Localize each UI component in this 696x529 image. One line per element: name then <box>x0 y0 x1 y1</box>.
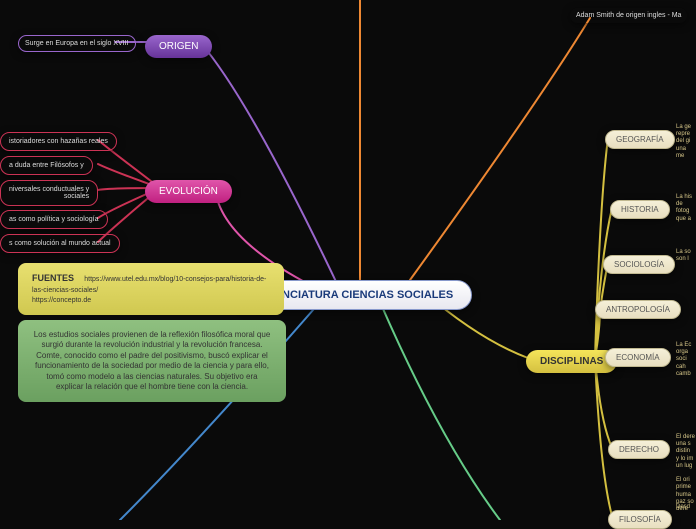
disc-item-2[interactable]: SOCIOLOGÍA <box>603 255 675 274</box>
disc-desc-4: La Ec orga soci cah camb <box>676 342 696 378</box>
origen-node[interactable]: ORIGEN <box>145 35 212 58</box>
origen-leaf: Surge en Europa en el siglo XVIII <box>18 35 136 52</box>
evolucion-leaf-2: niversales conductuales y sociales <box>0 180 98 206</box>
evolucion-node[interactable]: EVOLUCIÓN <box>145 180 232 203</box>
disc-desc-0: La ge repre del gi una me <box>676 124 696 160</box>
disc-desc-6: Desd <box>676 504 696 511</box>
disc-desc-5: El dere una s distin y lo im un lug El o… <box>676 434 696 513</box>
evolucion-leaf-1: a duda entre Filósofos y <box>0 156 93 175</box>
disc-item-5[interactable]: DERECHO <box>608 440 670 459</box>
top-leaf: Adam Smith de origen ingles - Ma <box>570 8 687 23</box>
edge-layer <box>0 0 696 520</box>
disc-item-0[interactable]: GEOGRAFÍA <box>605 130 675 149</box>
fuentes-box: FUENTES https://www.utel.edu.mx/blog/10-… <box>18 263 284 315</box>
disc-item-3[interactable]: ANTROPOLOGÍA <box>595 300 681 319</box>
evolucion-leaf-4: s como solución al mundo actual <box>0 234 120 253</box>
disciplinas-node[interactable]: DISCIPLINAS <box>526 350 617 373</box>
evolucion-leaf-0: istoriadores con hazañas reales <box>0 132 117 151</box>
fuentes-title: FUENTES <box>32 273 74 283</box>
disc-item-4[interactable]: ECONOMÍA <box>605 348 671 367</box>
disc-item-1[interactable]: HISTORIA <box>610 200 670 219</box>
summary-text: Los estudios sociales provienen de la re… <box>34 330 271 391</box>
disc-desc-2: La so son l <box>676 249 696 263</box>
summary-box: Los estudios sociales provienen de la re… <box>18 320 286 402</box>
disc-desc-1: La his de fotog que a <box>676 194 696 223</box>
evolucion-leaf-3: as como política y sociología <box>0 210 108 229</box>
